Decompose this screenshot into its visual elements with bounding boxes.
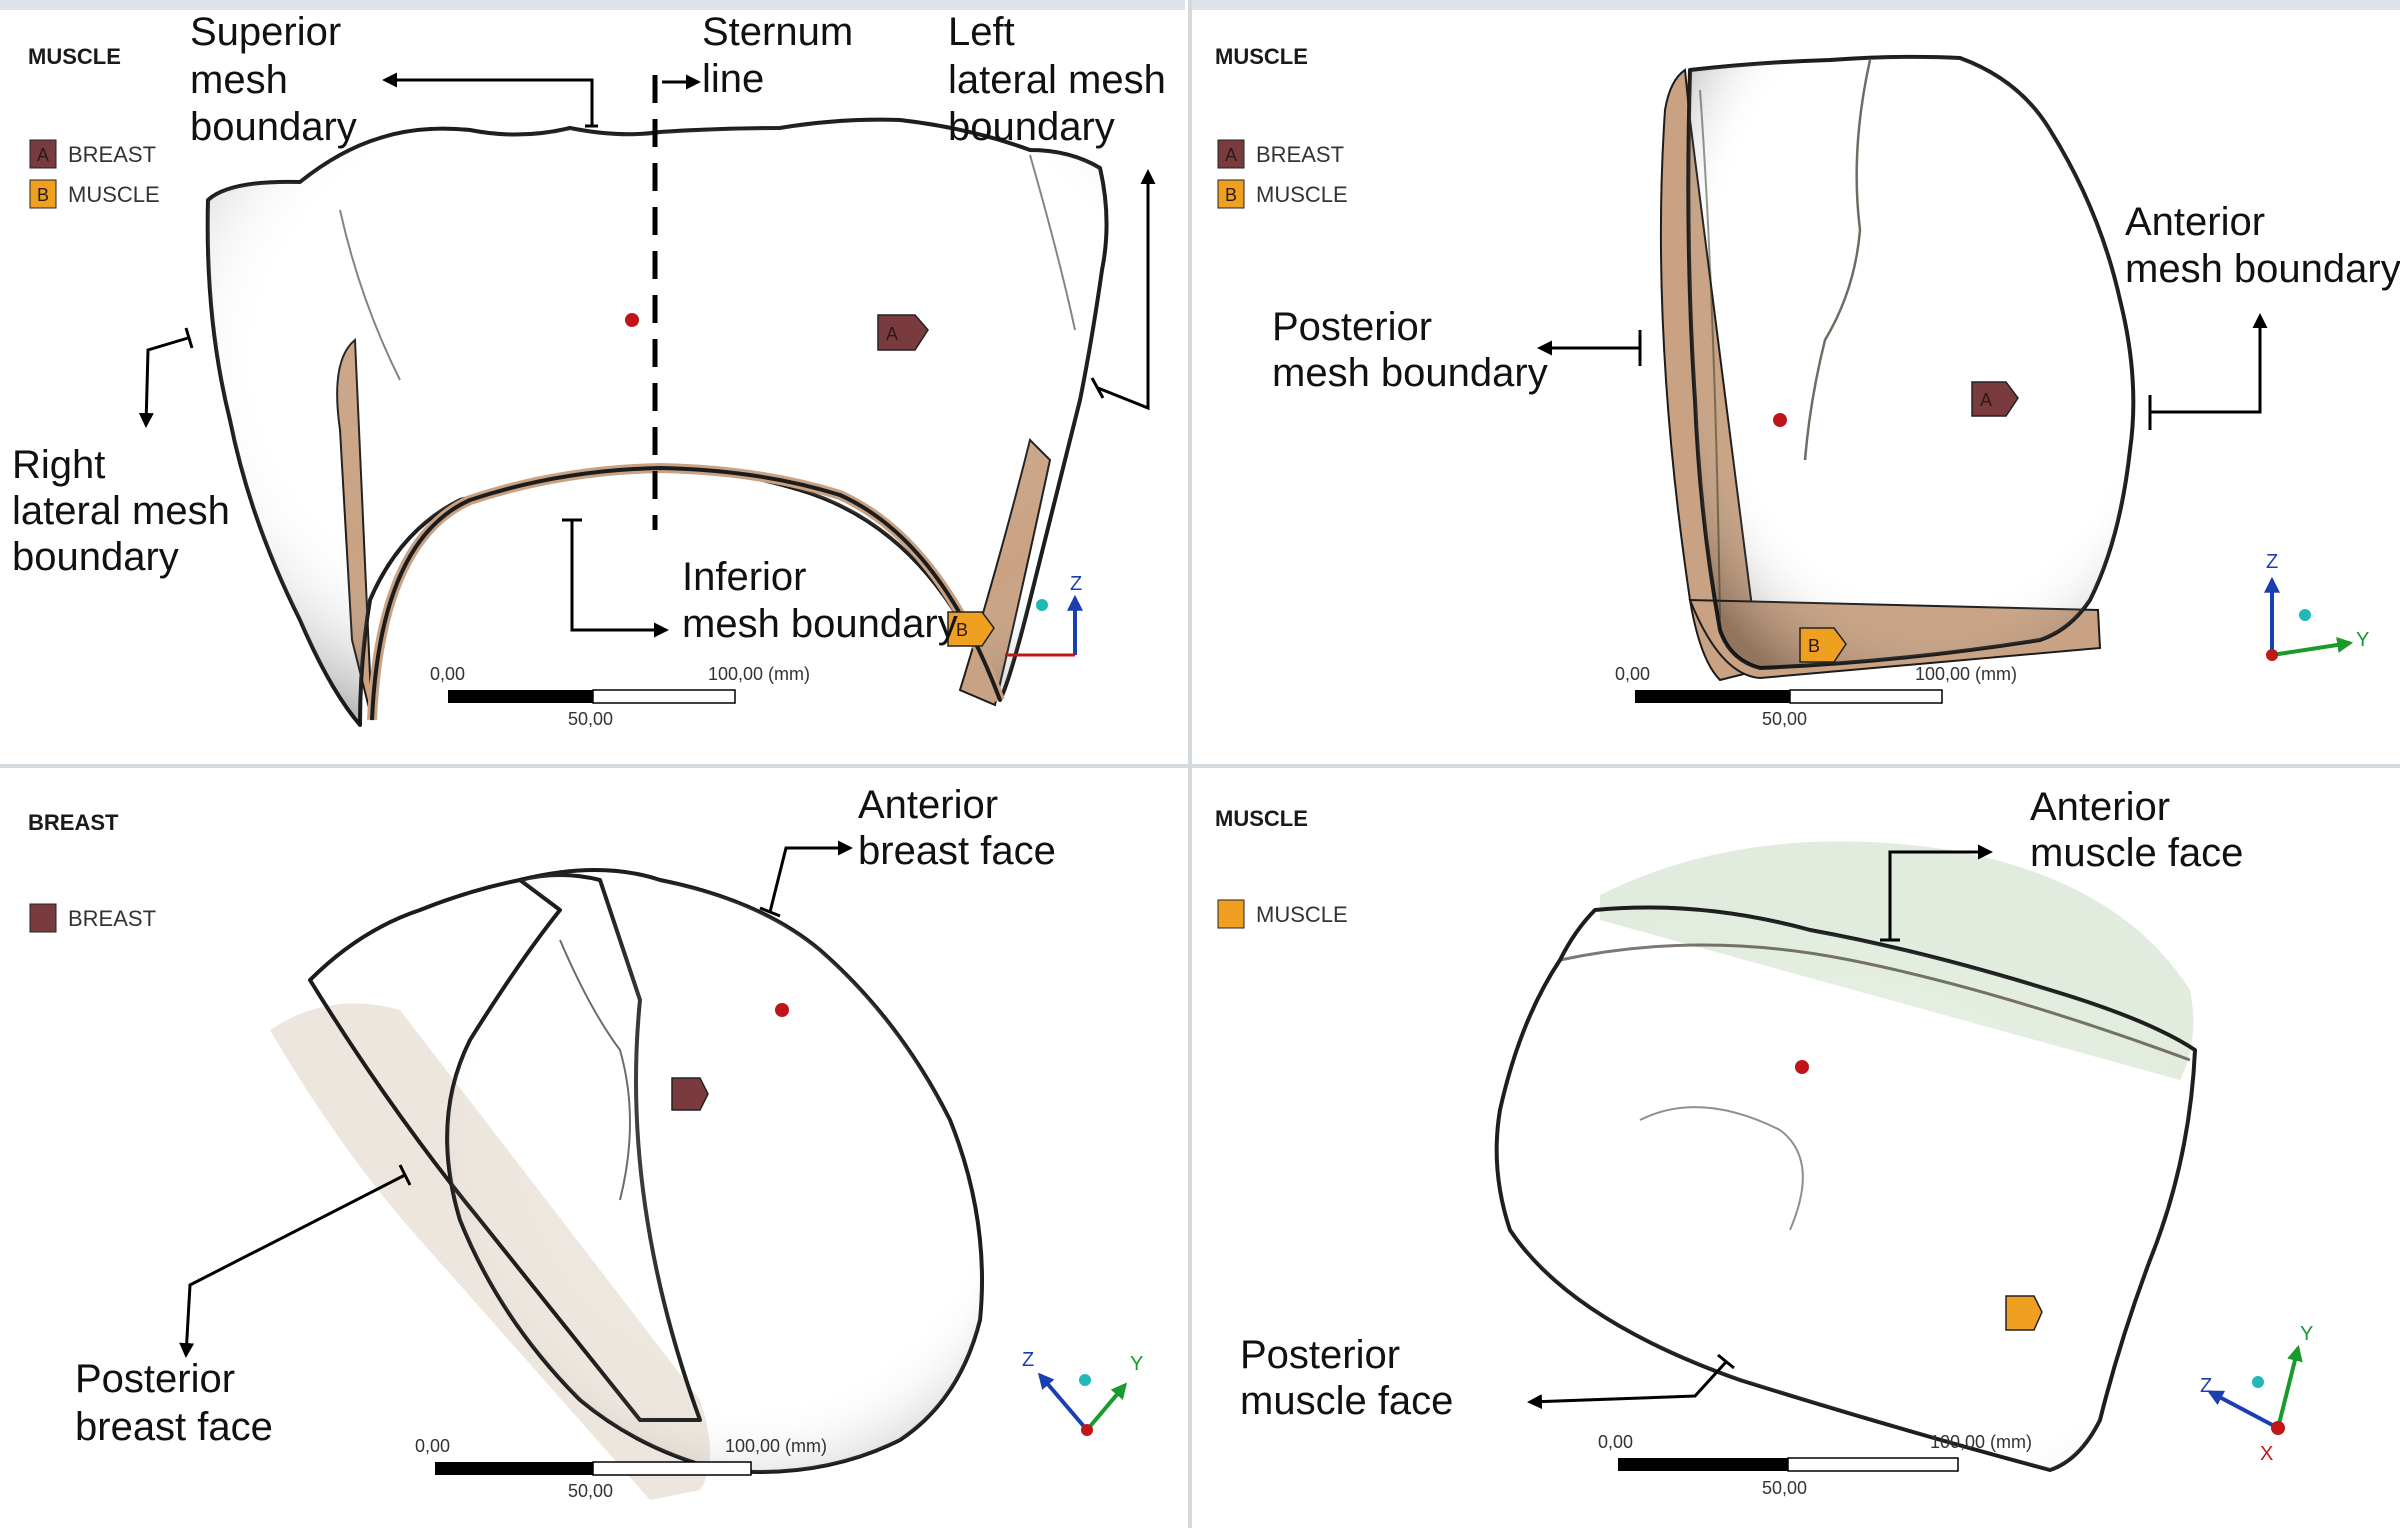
annotation-posterior-muscle-face: Posterior muscle face <box>1240 1333 1453 1423</box>
marker-dot <box>1773 413 1787 427</box>
svg-text:100,00 (mm): 100,00 (mm) <box>1930 1432 2032 1452</box>
legend-swatch-muscle <box>1217 899 1245 929</box>
leader-right-lateral <box>138 336 189 428</box>
legend-key: A <box>1225 145 1237 165</box>
leader-anterior <box>759 848 850 918</box>
svg-text:Z: Z <box>1070 573 1082 595</box>
leader-posterior <box>1540 330 1642 366</box>
annotation-right-lateral-mesh-boundary: Right lateral mesh boundary <box>12 443 241 579</box>
probe-tag <box>671 1077 709 1111</box>
legend: BREAST <box>29 903 156 933</box>
mesh-model <box>270 868 984 1500</box>
legend-label: MUSCLE <box>68 182 160 207</box>
marker-dot <box>625 313 639 327</box>
probe-tag-a: A <box>877 314 929 351</box>
leader-inferior <box>562 518 666 630</box>
legend-swatch-muscle <box>1217 179 1245 209</box>
legend-key: A <box>37 145 49 165</box>
leader-superior <box>385 80 598 128</box>
legend-label: MUSCLE <box>1256 902 1348 927</box>
legend-swatch-muscle <box>29 179 57 209</box>
leader-posterior <box>186 1164 412 1355</box>
panel-top-right: MUSCLE A BREAST B MUSCLE A B Posteri <box>1215 44 2400 729</box>
legend-swatch-breast <box>1217 139 1245 169</box>
svg-text:A: A <box>1980 390 1992 410</box>
scale-bar: 0,00 100,00 (mm) 50,00 <box>415 1436 827 1501</box>
svg-text:B: B <box>956 620 968 640</box>
annotation-left-lateral-mesh-boundary: Left lateral mesh boundary <box>948 10 1177 149</box>
svg-text:Z: Z <box>1022 1349 1034 1371</box>
axis-triad: Z Y X <box>2200 1323 2313 1465</box>
svg-text:0,00: 0,00 <box>1615 664 1650 684</box>
legend-label: BREAST <box>1256 142 1344 167</box>
mesh-model <box>1659 54 2136 682</box>
axis-triad: Z Y <box>2264 551 2369 661</box>
legend-label: BREAST <box>68 142 156 167</box>
svg-text:0,00: 0,00 <box>430 664 465 684</box>
probe-tag-b: B <box>1799 627 1847 663</box>
panel-2-top-bar <box>1192 0 2400 10</box>
svg-text:Z: Z <box>2266 551 2278 573</box>
scale-bar: 0,00 100,00 (mm) 50,00 <box>1615 664 2017 729</box>
svg-text:Y: Y <box>1130 1353 1143 1375</box>
legend-swatch-breast <box>29 903 57 933</box>
svg-text:A: A <box>886 324 898 344</box>
annotation-sternum-line: Sternum line <box>702 10 864 101</box>
panel-bottom-right: MUSCLE MUSCLE Anterior muscle face Poste… <box>1215 785 2313 1498</box>
probe-tag-b: B <box>947 611 995 647</box>
annotation-superior-mesh-boundary: Superior mesh boundary <box>190 10 357 149</box>
leader-posterior <box>1530 1353 1735 1402</box>
svg-text:100,00 (mm): 100,00 (mm) <box>708 664 810 684</box>
svg-text:Z: Z <box>2200 1375 2212 1397</box>
legend: MUSCLE <box>1217 899 1348 929</box>
legend-swatch-breast <box>29 139 57 169</box>
svg-text:X: X <box>2260 1443 2273 1465</box>
svg-text:0,00: 0,00 <box>1598 1432 1633 1452</box>
legend: A BREAST B MUSCLE <box>29 139 160 209</box>
svg-text:100,00 (mm): 100,00 (mm) <box>1915 664 2017 684</box>
svg-text:100,00 (mm): 100,00 (mm) <box>725 1436 827 1456</box>
probe-tag <box>2005 1295 2043 1331</box>
svg-text:Y: Y <box>2300 1323 2313 1345</box>
legend-key: B <box>1225 185 1237 205</box>
svg-text:50,00: 50,00 <box>1762 1478 1807 1498</box>
axis-triad: Z <box>1005 573 1083 657</box>
legend: A BREAST B MUSCLE <box>1217 139 1348 209</box>
probe-tag-a: A <box>1971 381 2019 417</box>
leader-left-lateral <box>1097 169 1156 411</box>
svg-text:50,00: 50,00 <box>568 1481 613 1501</box>
marker-dot <box>775 1003 789 1017</box>
svg-text:50,00: 50,00 <box>568 709 613 729</box>
annotation-posterior-mesh-boundary: Posterior mesh boundary <box>1272 305 1548 395</box>
annotation-inferior-mesh-boundary: Inferior mesh boundary <box>682 555 958 646</box>
annotation-anterior-muscle-face: Anterior muscle face <box>2030 785 2243 875</box>
panel-top-left: MUSCLE A BREAST B MUSCLE A B <box>12 10 1177 729</box>
panel-title: MUSCLE <box>28 44 121 69</box>
legend-label: BREAST <box>68 906 156 931</box>
legend-key: B <box>37 185 49 205</box>
scale-bar: 0,00 100,00 (mm) 50,00 <box>1598 1432 2032 1498</box>
svg-text:0,00: 0,00 <box>415 1436 450 1456</box>
svg-text:Y: Y <box>2356 629 2369 651</box>
leader-anterior <box>1880 852 1990 942</box>
svg-text:50,00: 50,00 <box>1762 709 1807 729</box>
horizontal-divider <box>0 764 2400 768</box>
annotation-anterior-mesh-boundary: Anterior mesh boundary <box>2125 200 2400 291</box>
panel-title: BREAST <box>28 810 119 835</box>
panel-1-top-bar <box>0 0 1185 10</box>
marker-dot <box>1795 1060 1809 1074</box>
panel-bottom-left: BREAST BREAST Anterior breast face Poste… <box>28 783 1143 1501</box>
panel-title: MUSCLE <box>1215 44 1308 69</box>
legend-label: MUSCLE <box>1256 182 1348 207</box>
scale-bar: 0,00 100,00 (mm) 50,00 <box>430 664 810 729</box>
panel-title: MUSCLE <box>1215 806 1308 831</box>
annotation-anterior-breast-face: Anterior breast face <box>858 783 1056 873</box>
axis-triad: Z Y <box>1022 1349 1143 1436</box>
annotation-posterior-breast-face: Posterior breast face <box>75 1357 273 1449</box>
leader-anterior <box>2148 316 2260 430</box>
svg-text:B: B <box>1808 636 1820 656</box>
